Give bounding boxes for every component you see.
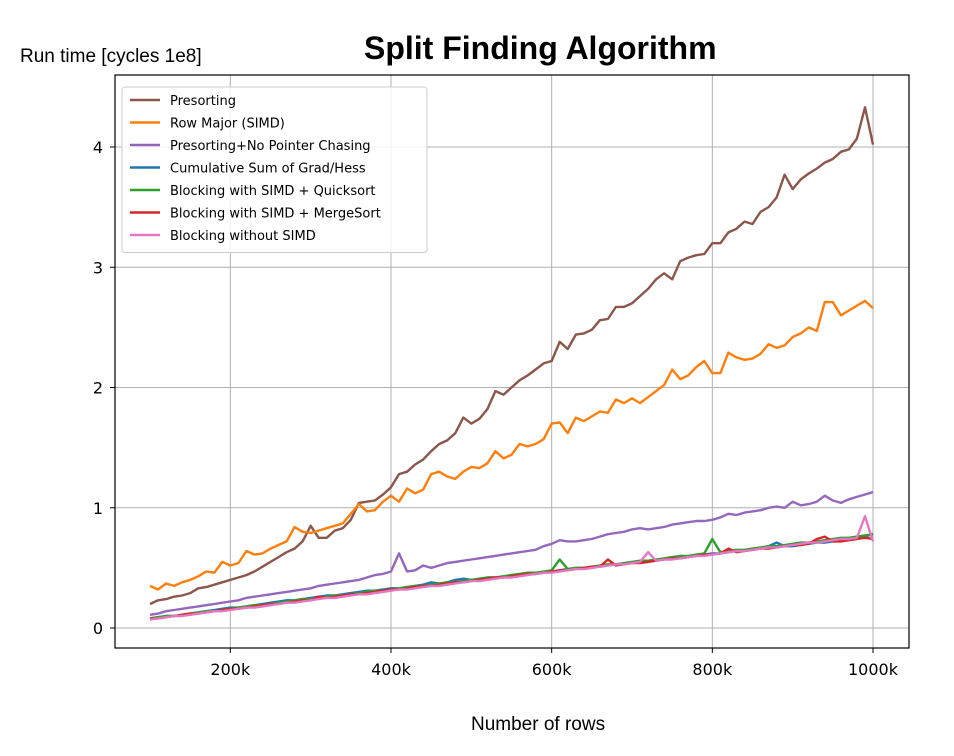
x-axis-label: Number of rows	[471, 714, 606, 735]
chart-title: Split Finding Algorithm	[364, 30, 717, 66]
series-lines	[149, 106, 875, 621]
legend-box	[121, 86, 428, 253]
plot-frame	[114, 74, 910, 649]
x-tick-label: 1000k	[848, 660, 899, 679]
legend-label: Row Major (SIMD)	[170, 117, 285, 132]
series-line	[149, 299, 874, 591]
series-line	[149, 106, 875, 606]
legend-label: Cumulative Sum of Grad/Hess	[170, 162, 366, 177]
series-line	[149, 490, 874, 616]
legend-label: Blocking with SIMD + Quicksort	[170, 184, 376, 199]
legend-label: Blocking with SIMD + MergeSort	[170, 207, 381, 222]
x-tick-label: 400k	[371, 660, 412, 679]
y-tick-label: 2	[93, 379, 103, 398]
y-tick-label: 1	[93, 499, 103, 518]
legend-label: Presorting+No Pointer Chasing	[170, 139, 371, 154]
legend: Presorting Row Major (SIMD) Presorting+No …	[121, 86, 428, 253]
x-tick-label: 600k	[532, 660, 573, 679]
series-line	[149, 515, 875, 621]
y-tick-label: 3	[93, 258, 103, 277]
x-tick-label: 200k	[210, 660, 251, 679]
x-tick-label: 800k	[692, 660, 733, 679]
legend-label: Presorting	[170, 94, 236, 109]
axis-ticks: 200k 400k 600k 800k 1000k 0 1 2 3 4	[93, 138, 899, 679]
y-tick-label: 4	[93, 138, 103, 157]
y-axis-label: Run time [cycles 1e8]	[20, 46, 202, 67]
legend-label: Blocking without SIMD	[170, 229, 316, 244]
y-tick-label: 0	[93, 619, 103, 638]
